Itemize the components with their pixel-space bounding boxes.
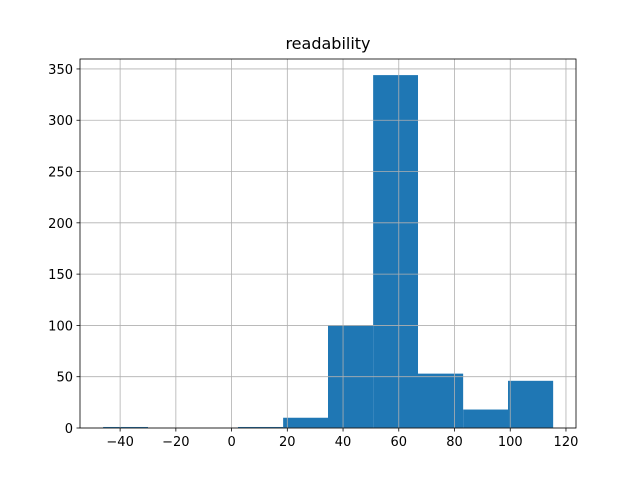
bar bbox=[103, 426, 148, 428]
chart-title: readability bbox=[285, 34, 370, 53]
x-tick-label: 40 bbox=[335, 435, 352, 450]
y-tick-label: 200 bbox=[48, 217, 73, 232]
bar bbox=[237, 426, 284, 428]
y-tick-label: 350 bbox=[48, 63, 73, 78]
x-tick-label: 20 bbox=[279, 435, 296, 450]
y-tick-label: 50 bbox=[56, 371, 73, 386]
bar bbox=[283, 417, 328, 428]
bar bbox=[373, 75, 419, 428]
x-tick-label: −40 bbox=[106, 435, 133, 450]
x-tick-label: 120 bbox=[554, 435, 579, 450]
x-tick-label: 0 bbox=[227, 435, 235, 450]
y-tick-label: 250 bbox=[48, 166, 73, 181]
x-tick-label: 80 bbox=[446, 435, 463, 450]
plot-frame bbox=[79, 58, 577, 429]
y-tick-label: 100 bbox=[48, 319, 73, 334]
bar bbox=[418, 373, 464, 428]
bar bbox=[508, 380, 554, 428]
x-tick-label: 60 bbox=[391, 435, 408, 450]
y-tick-label: 300 bbox=[48, 114, 73, 129]
x-tick-label: 100 bbox=[498, 435, 523, 450]
bar bbox=[463, 409, 509, 428]
y-tick-label: 150 bbox=[48, 268, 73, 283]
y-tick-label: 0 bbox=[65, 422, 73, 437]
x-tick-label: −20 bbox=[162, 435, 189, 450]
